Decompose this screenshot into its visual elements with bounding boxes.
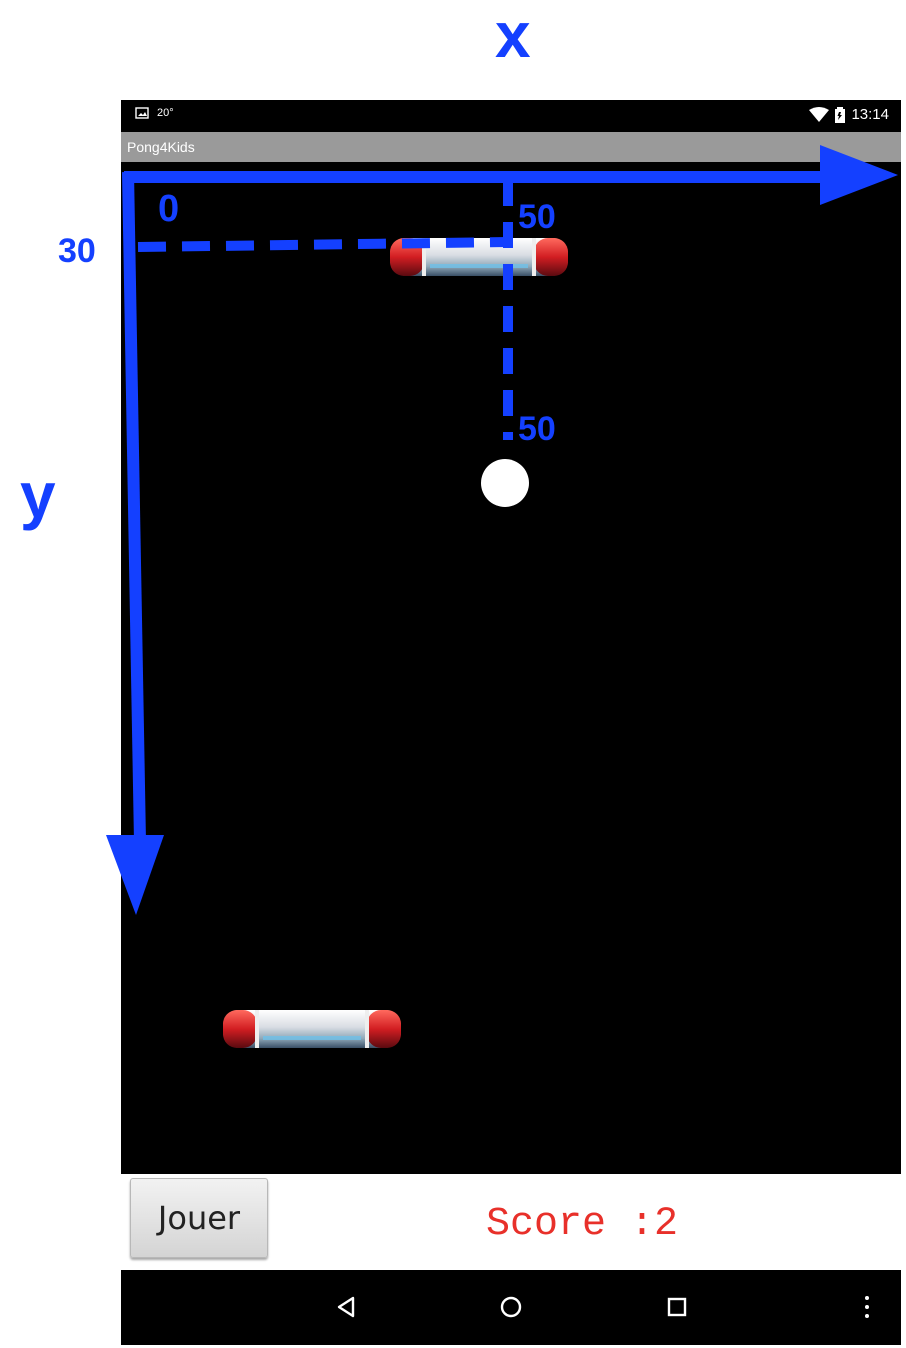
notification-image-icon <box>135 107 149 119</box>
paddle-y-label: 30 <box>58 232 96 270</box>
wifi-icon <box>809 106 830 122</box>
app-title: Pong4Kids <box>127 139 195 155</box>
status-bar: 20° 13:14 <box>121 100 901 132</box>
top-paddle[interactable] <box>386 234 572 280</box>
back-icon[interactable] <box>326 1292 366 1322</box>
status-time: 13:14 <box>851 106 889 123</box>
ball <box>481 459 529 507</box>
app-title-bar: Pong4Kids <box>121 132 901 162</box>
notification-text: 20° <box>157 107 174 119</box>
home-icon[interactable] <box>491 1292 531 1322</box>
origin-label: 0 <box>158 188 180 230</box>
battery-icon <box>835 106 846 123</box>
navigation-bar <box>121 1270 901 1345</box>
y-axis-label: y <box>20 459 56 531</box>
ball-label: 50 <box>518 410 556 448</box>
game-area[interactable] <box>121 162 901 1174</box>
recents-icon[interactable] <box>657 1292 697 1322</box>
x-axis-label: x <box>495 0 531 71</box>
device-screen: 20° 13:14 Pong4Kids <box>121 100 901 1345</box>
paddle-x-label: 50 <box>518 198 556 236</box>
bottom-paddle[interactable] <box>219 1006 405 1052</box>
controls-bar: Jouer Score :2 <box>121 1174 901 1270</box>
play-button[interactable]: Jouer <box>130 1178 268 1258</box>
overflow-menu-icon[interactable] <box>847 1292 887 1322</box>
score-label: Score :2 <box>486 1202 679 1247</box>
